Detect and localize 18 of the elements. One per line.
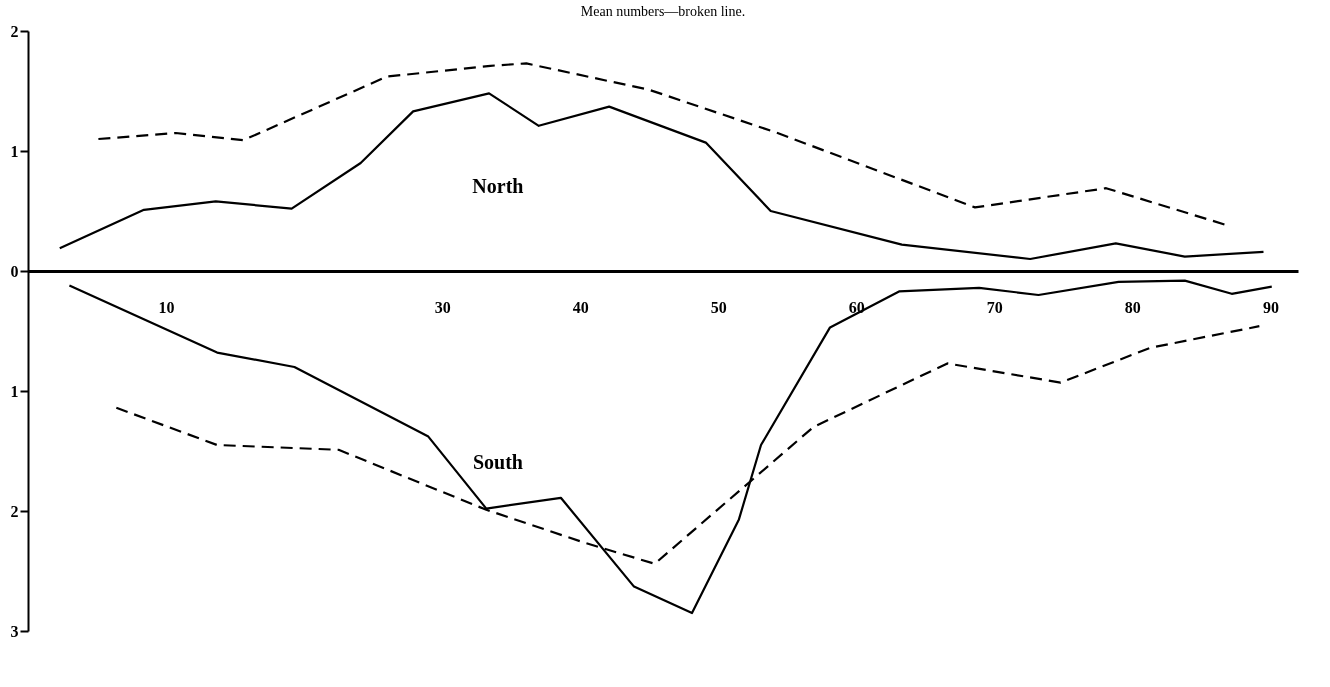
annotation: North — [472, 175, 524, 197]
y-tick-label: 1 — [10, 142, 19, 160]
annotation: South — [472, 451, 523, 473]
y-tick-label: 2 — [10, 22, 19, 40]
y-tick-label: 0 — [10, 262, 19, 280]
x-tick-label: 70 — [986, 298, 1003, 316]
y-tick-label: 3 — [10, 622, 19, 640]
chart-title: Mean numbers—broken line. — [580, 4, 746, 19]
y-tick-label: 1 — [10, 382, 19, 400]
y-tick-label: 2 — [10, 502, 19, 520]
line-series — [58, 92, 1265, 261]
x-tick-label: 40 — [572, 298, 589, 316]
x-tick-label: 30 — [434, 298, 451, 316]
x-tick-label: 90 — [1262, 298, 1279, 316]
x-tick-label: 80 — [1124, 298, 1141, 316]
x-tick-label: 10 — [158, 298, 175, 316]
x-tick-label: 50 — [710, 298, 727, 316]
line-series — [115, 325, 1261, 565]
